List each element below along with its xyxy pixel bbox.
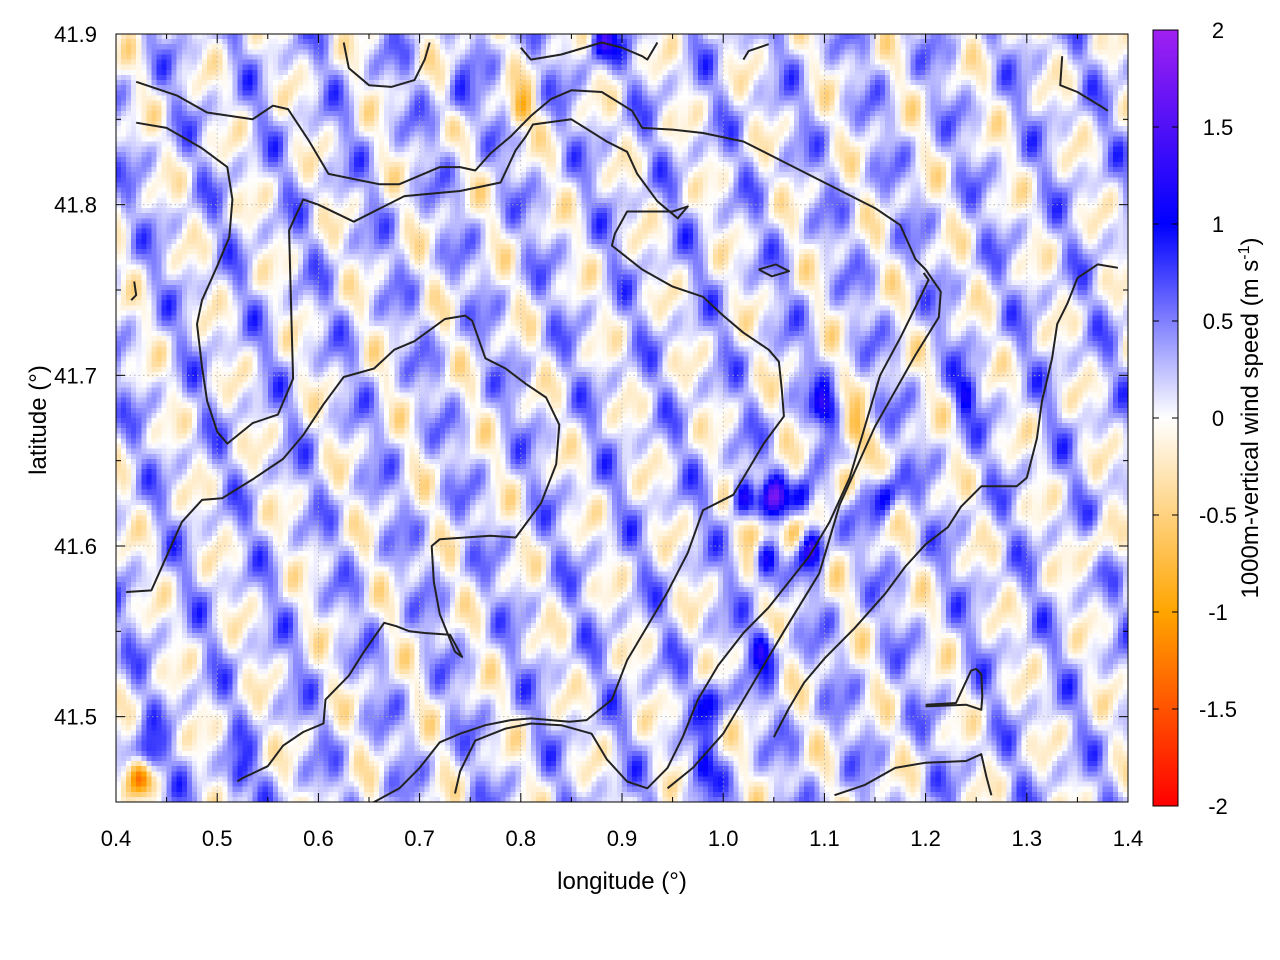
terrain-contour-lines: [126, 41, 1119, 802]
x-tick-label: 0.4: [101, 826, 132, 851]
contour-line: [925, 667, 984, 711]
contour-line: [742, 43, 770, 61]
contour-line: [126, 314, 561, 783]
colorbar-tick-label: -1.5: [1199, 697, 1237, 722]
colorbar-tick-label: 1.5: [1203, 115, 1234, 140]
contour-line: [342, 42, 431, 88]
colorbar-tick-label: 0.5: [1203, 309, 1234, 334]
plot-area: [115, 33, 1129, 803]
contour-line: [772, 263, 1119, 738]
colorbar-label-superscript: -1: [1236, 245, 1253, 259]
colorbar-label: 1000m-vertical wind speed (m s-1): [1236, 237, 1264, 598]
colorbar-tick-label: -2: [1208, 794, 1228, 819]
contour-line: [135, 80, 942, 790]
y-tick-label: 41.7: [54, 363, 97, 388]
x-tick-label: 0.7: [404, 826, 435, 851]
y-axis-label: latitude (°): [25, 365, 52, 475]
x-tick-label: 0.9: [607, 826, 638, 851]
colorbar-tick-label: 0: [1212, 406, 1224, 431]
contour-line: [834, 753, 993, 797]
x-tick-label: 1.1: [809, 826, 840, 851]
colorbar: 2 1.5 1 0.5 0 -0.5 -1 -1.5 -2 1000m-vertical win…: [1152, 18, 1264, 819]
x-tick-label: 1.3: [1012, 826, 1043, 851]
contour-line: [454, 272, 930, 794]
contour-line: [1059, 56, 1109, 112]
y-tick-label: 41.5: [54, 705, 97, 730]
y-axis: 41.5 41.6 41.7 41.8 41.9: [54, 22, 1128, 730]
x-axis: 0.4 0.5 0.6 0.7 0.8 0.9 1.0 1.1 1.2 1.3 1.4: [101, 34, 1144, 851]
y-tick-label: 41.9: [54, 22, 97, 47]
colorbar-label-end: ): [1237, 237, 1264, 245]
colorbar-label-main: 1000m-vertical wind speed (m s: [1237, 260, 1264, 599]
colorbar-tick-label: 1: [1212, 212, 1224, 237]
colorbar-tick-label: 2: [1212, 18, 1224, 43]
colorbar-ticks: 2 1.5 1 0.5 0 -0.5 -1 -1.5 -2: [1153, 18, 1237, 819]
contour-line: [136, 118, 785, 802]
contour-line: [130, 281, 138, 301]
x-axis-label: longitude (°): [557, 868, 687, 895]
x-tick-label: 0.8: [506, 826, 537, 851]
contour-line: [520, 41, 659, 61]
x-tick-label: 0.6: [303, 826, 334, 851]
colorbar-tick-label: -1: [1208, 600, 1228, 625]
contour-line: [758, 263, 790, 278]
y-tick-label: 41.8: [54, 193, 97, 218]
y-tick-label: 41.6: [54, 534, 97, 559]
colorbar-tick-label: -0.5: [1199, 503, 1237, 528]
x-tick-label: 1.2: [910, 826, 941, 851]
x-tick-label: 0.5: [202, 826, 233, 851]
x-tick-label: 1.0: [708, 826, 739, 851]
x-tick-label: 1.4: [1113, 826, 1144, 851]
